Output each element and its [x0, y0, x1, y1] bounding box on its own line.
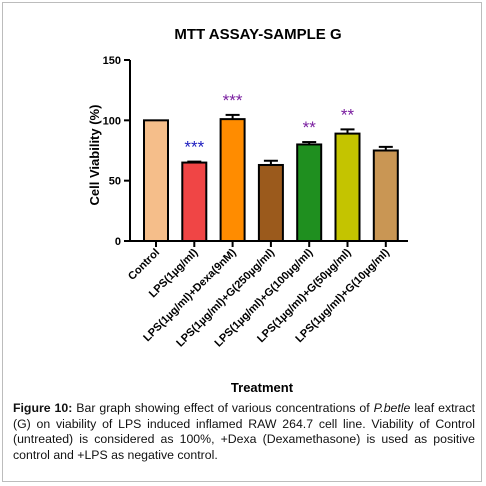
figure-frame: MTT ASSAY-SAMPLE G Cell Viability (%) Tr… — [2, 2, 482, 482]
caption-species: P.betle — [373, 401, 411, 415]
y-tick-label: 50 — [109, 176, 121, 188]
caption-text-1: Bar graph showing effect of various conc… — [72, 401, 374, 415]
y-axis-label: Cell Viability (%) — [87, 105, 102, 206]
bar-chart: MTT ASSAY-SAMPLE G Cell Viability (%) Tr… — [87, 26, 408, 395]
figure-caption: Figure 10: Bar graph showing effect of v… — [13, 401, 475, 463]
bar — [296, 143, 323, 242]
y-tick-label: 0 — [115, 236, 121, 248]
bar — [257, 163, 284, 242]
chart-title: MTT ASSAY-SAMPLE G — [174, 26, 341, 43]
significance-stars: ** — [303, 118, 317, 137]
caption-text-2: leaf extract (G) on viability of LPS ind… — [13, 401, 476, 462]
bar — [334, 132, 361, 243]
significance-stars: *** — [223, 91, 243, 110]
y-tick-label: 100 — [103, 115, 121, 127]
bar — [219, 118, 246, 242]
x-tick-label: Control — [126, 247, 162, 283]
significance-stars: *** — [184, 138, 204, 157]
plot-area: 050100150Control***LPS(1µg/ml)***LPS(1µg… — [103, 55, 408, 349]
bar — [143, 119, 169, 242]
y-tick-label: 150 — [103, 55, 121, 67]
significance-stars: ** — [341, 105, 355, 124]
x-axis-label: Treatment — [231, 380, 294, 395]
caption-label: Figure 10: — [13, 401, 73, 415]
bar — [181, 161, 208, 242]
bar — [372, 149, 399, 242]
